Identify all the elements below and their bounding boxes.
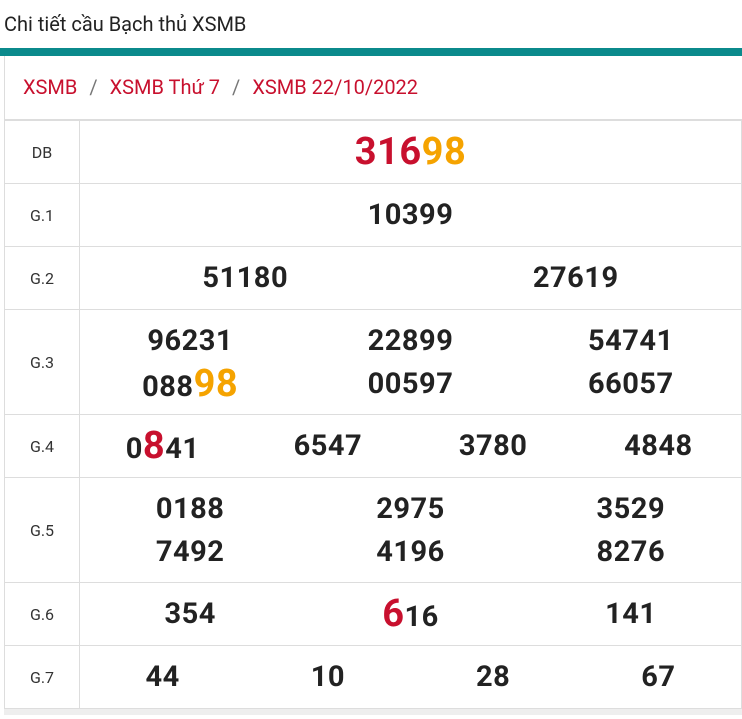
prize-label: DB xyxy=(4,120,80,184)
page-title: Chi tiết cầu Bạch thủ XSMB xyxy=(4,12,247,36)
number-part: 0 xyxy=(125,432,143,466)
result-number: 4848 xyxy=(624,429,693,463)
result-number: 31698 xyxy=(80,130,741,174)
result-number: 354 xyxy=(164,597,216,631)
prize-numbers: 10399 xyxy=(79,183,742,247)
result-number: 10399 xyxy=(367,198,454,232)
highlight-digit: 98 xyxy=(193,361,239,406)
result-number: 66057 xyxy=(587,366,674,401)
prize-numbers: 0188 2975 3529 7492 4196 8276 xyxy=(79,477,742,583)
result-row: G.1 10399 xyxy=(4,183,742,247)
highlight-digit: 6 xyxy=(382,592,405,636)
accent-bar xyxy=(0,48,742,56)
number-line: 31698 xyxy=(80,130,741,174)
result-number: 141 xyxy=(605,597,657,631)
results-table: DB 31698 G.1 10399 G.2 51180 27619 G.3 96231 2289… xyxy=(4,120,742,709)
result-row: G.2 51180 27619 xyxy=(4,246,742,310)
number-line: 7492 4196 8276 xyxy=(80,530,741,573)
breadcrumb-separator: / xyxy=(89,75,98,99)
prize-numbers: 354 616 141 xyxy=(79,582,742,646)
result-number: 44 xyxy=(145,660,180,694)
result-number: 54741 xyxy=(587,323,674,358)
prize-label: G.7 xyxy=(4,645,80,709)
result-number: 51180 xyxy=(202,261,289,295)
result-number: 4196 xyxy=(376,534,445,569)
prize-numbers: 31698 xyxy=(79,120,742,184)
number-line: 96231 22899 54741 xyxy=(80,319,741,362)
highlight-digit: 8 xyxy=(142,424,166,468)
prize-label: G.3 xyxy=(4,309,80,415)
result-number: 27619 xyxy=(532,261,619,295)
result-row: G.5 0188 2975 3529 7492 4196 8276 xyxy=(4,477,742,583)
highlight-digit: 98 xyxy=(421,130,467,174)
result-number: 00597 xyxy=(367,366,454,401)
prize-numbers: 51180 27619 xyxy=(79,246,742,310)
footer-strip xyxy=(4,709,742,715)
result-number: 7492 xyxy=(155,534,225,569)
breadcrumb: XSMB / XSMB Thứ 7 / XSMB 22/10/2022 xyxy=(4,56,742,120)
result-number: 10 xyxy=(310,660,346,694)
highlight-digit: 316 xyxy=(354,130,422,174)
result-number: 96231 xyxy=(147,323,234,358)
number-part: 41 xyxy=(165,432,200,466)
result-number: 22899 xyxy=(367,323,454,358)
number-line: 08898 00597 66057 xyxy=(80,362,741,406)
result-number: 67 xyxy=(641,660,676,694)
prize-numbers: 0841 6547 3780 4848 xyxy=(79,414,742,478)
prize-label: G.6 xyxy=(4,582,80,646)
result-number: 616 xyxy=(300,592,520,636)
prize-numbers: 96231 22899 54741 08898 00597 66057 xyxy=(79,309,742,415)
prize-label: G.5 xyxy=(4,477,80,583)
breadcrumb-separator: / xyxy=(232,75,241,99)
number-line: 51180 27619 xyxy=(80,257,741,300)
prize-label: G.2 xyxy=(4,246,80,310)
result-number: 8276 xyxy=(596,534,666,569)
result-number: 6547 xyxy=(293,429,363,463)
result-row: G.3 96231 22899 54741 08898 00597 66057 xyxy=(4,309,742,415)
result-row: DB 31698 xyxy=(4,120,742,184)
prize-label: G.1 xyxy=(4,183,80,247)
result-number: 28 xyxy=(475,660,511,694)
breadcrumb-link[interactable]: XSMB xyxy=(23,75,78,99)
number-part: 16 xyxy=(404,600,439,634)
number-line: 354 616 141 xyxy=(80,592,741,636)
result-number: 0188 xyxy=(155,491,225,526)
result-number: 3529 xyxy=(596,491,666,526)
number-line: 0188 2975 3529 xyxy=(80,487,741,530)
result-row: G.6 354 616 141 xyxy=(4,582,742,646)
result-number: 0841 xyxy=(80,424,245,468)
number-line: 10399 xyxy=(80,194,741,237)
result-row: G.4 0841 6547 3780 4848 xyxy=(4,414,742,478)
result-row: G.7 44 10 28 67 xyxy=(4,645,742,709)
number-line: 0841 6547 3780 4848 xyxy=(80,424,741,468)
result-number: 2975 xyxy=(376,491,445,526)
number-line: 44 10 28 67 xyxy=(80,656,741,699)
number-part: 088 xyxy=(142,369,194,404)
result-number: 08898 xyxy=(80,362,300,406)
prize-numbers: 44 10 28 67 xyxy=(79,645,742,709)
prize-label: G.4 xyxy=(4,414,80,478)
breadcrumb-link[interactable]: XSMB Thứ 7 xyxy=(109,75,221,99)
breadcrumb-link[interactable]: XSMB 22/10/2022 xyxy=(252,75,419,99)
result-number: 3780 xyxy=(458,429,528,463)
